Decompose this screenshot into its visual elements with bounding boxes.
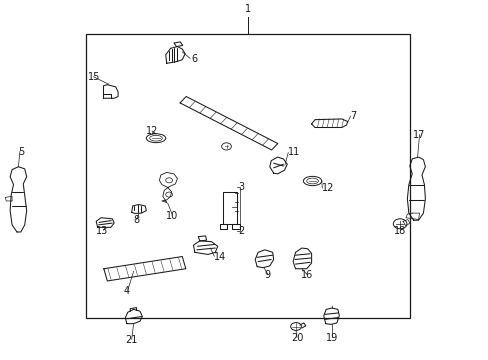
Text: 2: 2 (238, 226, 244, 236)
Text: 13: 13 (96, 226, 108, 236)
Text: 14: 14 (214, 252, 226, 262)
Text: 18: 18 (393, 226, 406, 236)
Text: 7: 7 (350, 111, 356, 121)
Text: 4: 4 (123, 286, 130, 296)
Text: 3: 3 (238, 183, 244, 193)
Text: 21: 21 (125, 335, 138, 345)
Text: 17: 17 (412, 130, 425, 140)
Bar (86, 34, 409, 318)
Ellipse shape (149, 135, 162, 141)
Ellipse shape (306, 178, 318, 184)
Text: 15: 15 (87, 72, 100, 82)
Text: 11: 11 (287, 148, 300, 157)
Ellipse shape (146, 134, 165, 143)
Text: 19: 19 (325, 333, 338, 343)
Text: 12: 12 (322, 183, 334, 193)
Text: 20: 20 (290, 333, 303, 343)
Text: 1: 1 (245, 4, 251, 14)
Text: 5: 5 (18, 147, 24, 157)
Text: 6: 6 (191, 54, 197, 64)
Text: 10: 10 (166, 211, 178, 221)
Text: 8: 8 (133, 215, 140, 225)
Text: 16: 16 (300, 270, 312, 280)
Text: 9: 9 (264, 270, 270, 280)
Text: 12: 12 (145, 126, 158, 136)
Ellipse shape (303, 176, 321, 186)
